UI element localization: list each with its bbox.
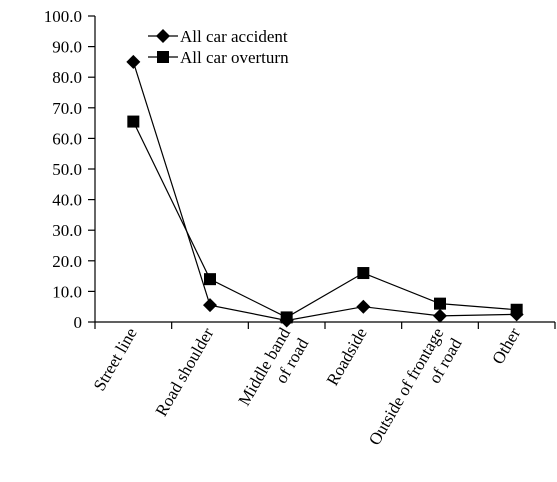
- series-line-2: [132, 121, 517, 319]
- data-point-series-2: [127, 115, 140, 128]
- legend-label: All car accident: [180, 27, 288, 46]
- data-point-series-1: [203, 298, 217, 313]
- y-tick-label: 20.0: [52, 252, 82, 271]
- data-point-series-2: [280, 311, 293, 324]
- x-category-label-line: Other: [488, 324, 524, 367]
- y-tick-label: 0: [74, 313, 83, 332]
- x-category-label-line: Road shoulder: [152, 324, 218, 419]
- y-tick-label: 50.0: [52, 160, 82, 179]
- data-point-series-2: [204, 273, 216, 286]
- legend: All car accident All car overturn: [148, 27, 289, 67]
- y-tick-label: 10.0: [52, 282, 82, 301]
- x-category-label-line: Street line: [90, 325, 141, 395]
- data-point-series-1: [433, 308, 447, 323]
- y-tick-label: 100.0: [44, 7, 82, 26]
- y-tick-label: 90.0: [52, 38, 82, 57]
- x-category-label: Roadside: [323, 325, 371, 389]
- legend-label: All car overturn: [180, 48, 289, 67]
- y-axis-ticks: 0 10.0 20.0 30.0 40.0 50.0 60.0 70.0 80.0 90.0 100…: [44, 7, 95, 332]
- x-axis-ticks: Street line Road shoulder Middle bandof ro…: [90, 322, 556, 459]
- x-category-label: Middle bandof road: [234, 324, 312, 419]
- data-point-series-2: [510, 303, 523, 316]
- data-point-series-1: [126, 54, 141, 69]
- data-point-series-2: [434, 297, 446, 310]
- y-tick-label: 30.0: [52, 221, 82, 240]
- x-category-label: Outside of frontageof road: [365, 324, 466, 459]
- x-category-label-line: Outside of frontage: [365, 325, 448, 449]
- series-line-1: [132, 61, 517, 322]
- data-point-series-1: [356, 299, 371, 314]
- y-tick-label: 70.0: [52, 99, 82, 118]
- series-markers: [126, 54, 524, 328]
- legend-marker: [157, 51, 169, 63]
- x-category-label: Street line: [90, 325, 141, 395]
- data-point-series-2: [357, 267, 370, 280]
- y-tick-label: 40.0: [52, 191, 82, 210]
- y-tick-label: 60.0: [52, 129, 82, 148]
- series-lines: [132, 61, 517, 322]
- y-tick-label: 80.0: [52, 68, 82, 87]
- x-category-label: Other: [488, 324, 524, 367]
- x-category-label-line: Roadside: [323, 325, 371, 389]
- legend-marker: [156, 29, 170, 43]
- x-category-label: Road shoulder: [152, 324, 218, 419]
